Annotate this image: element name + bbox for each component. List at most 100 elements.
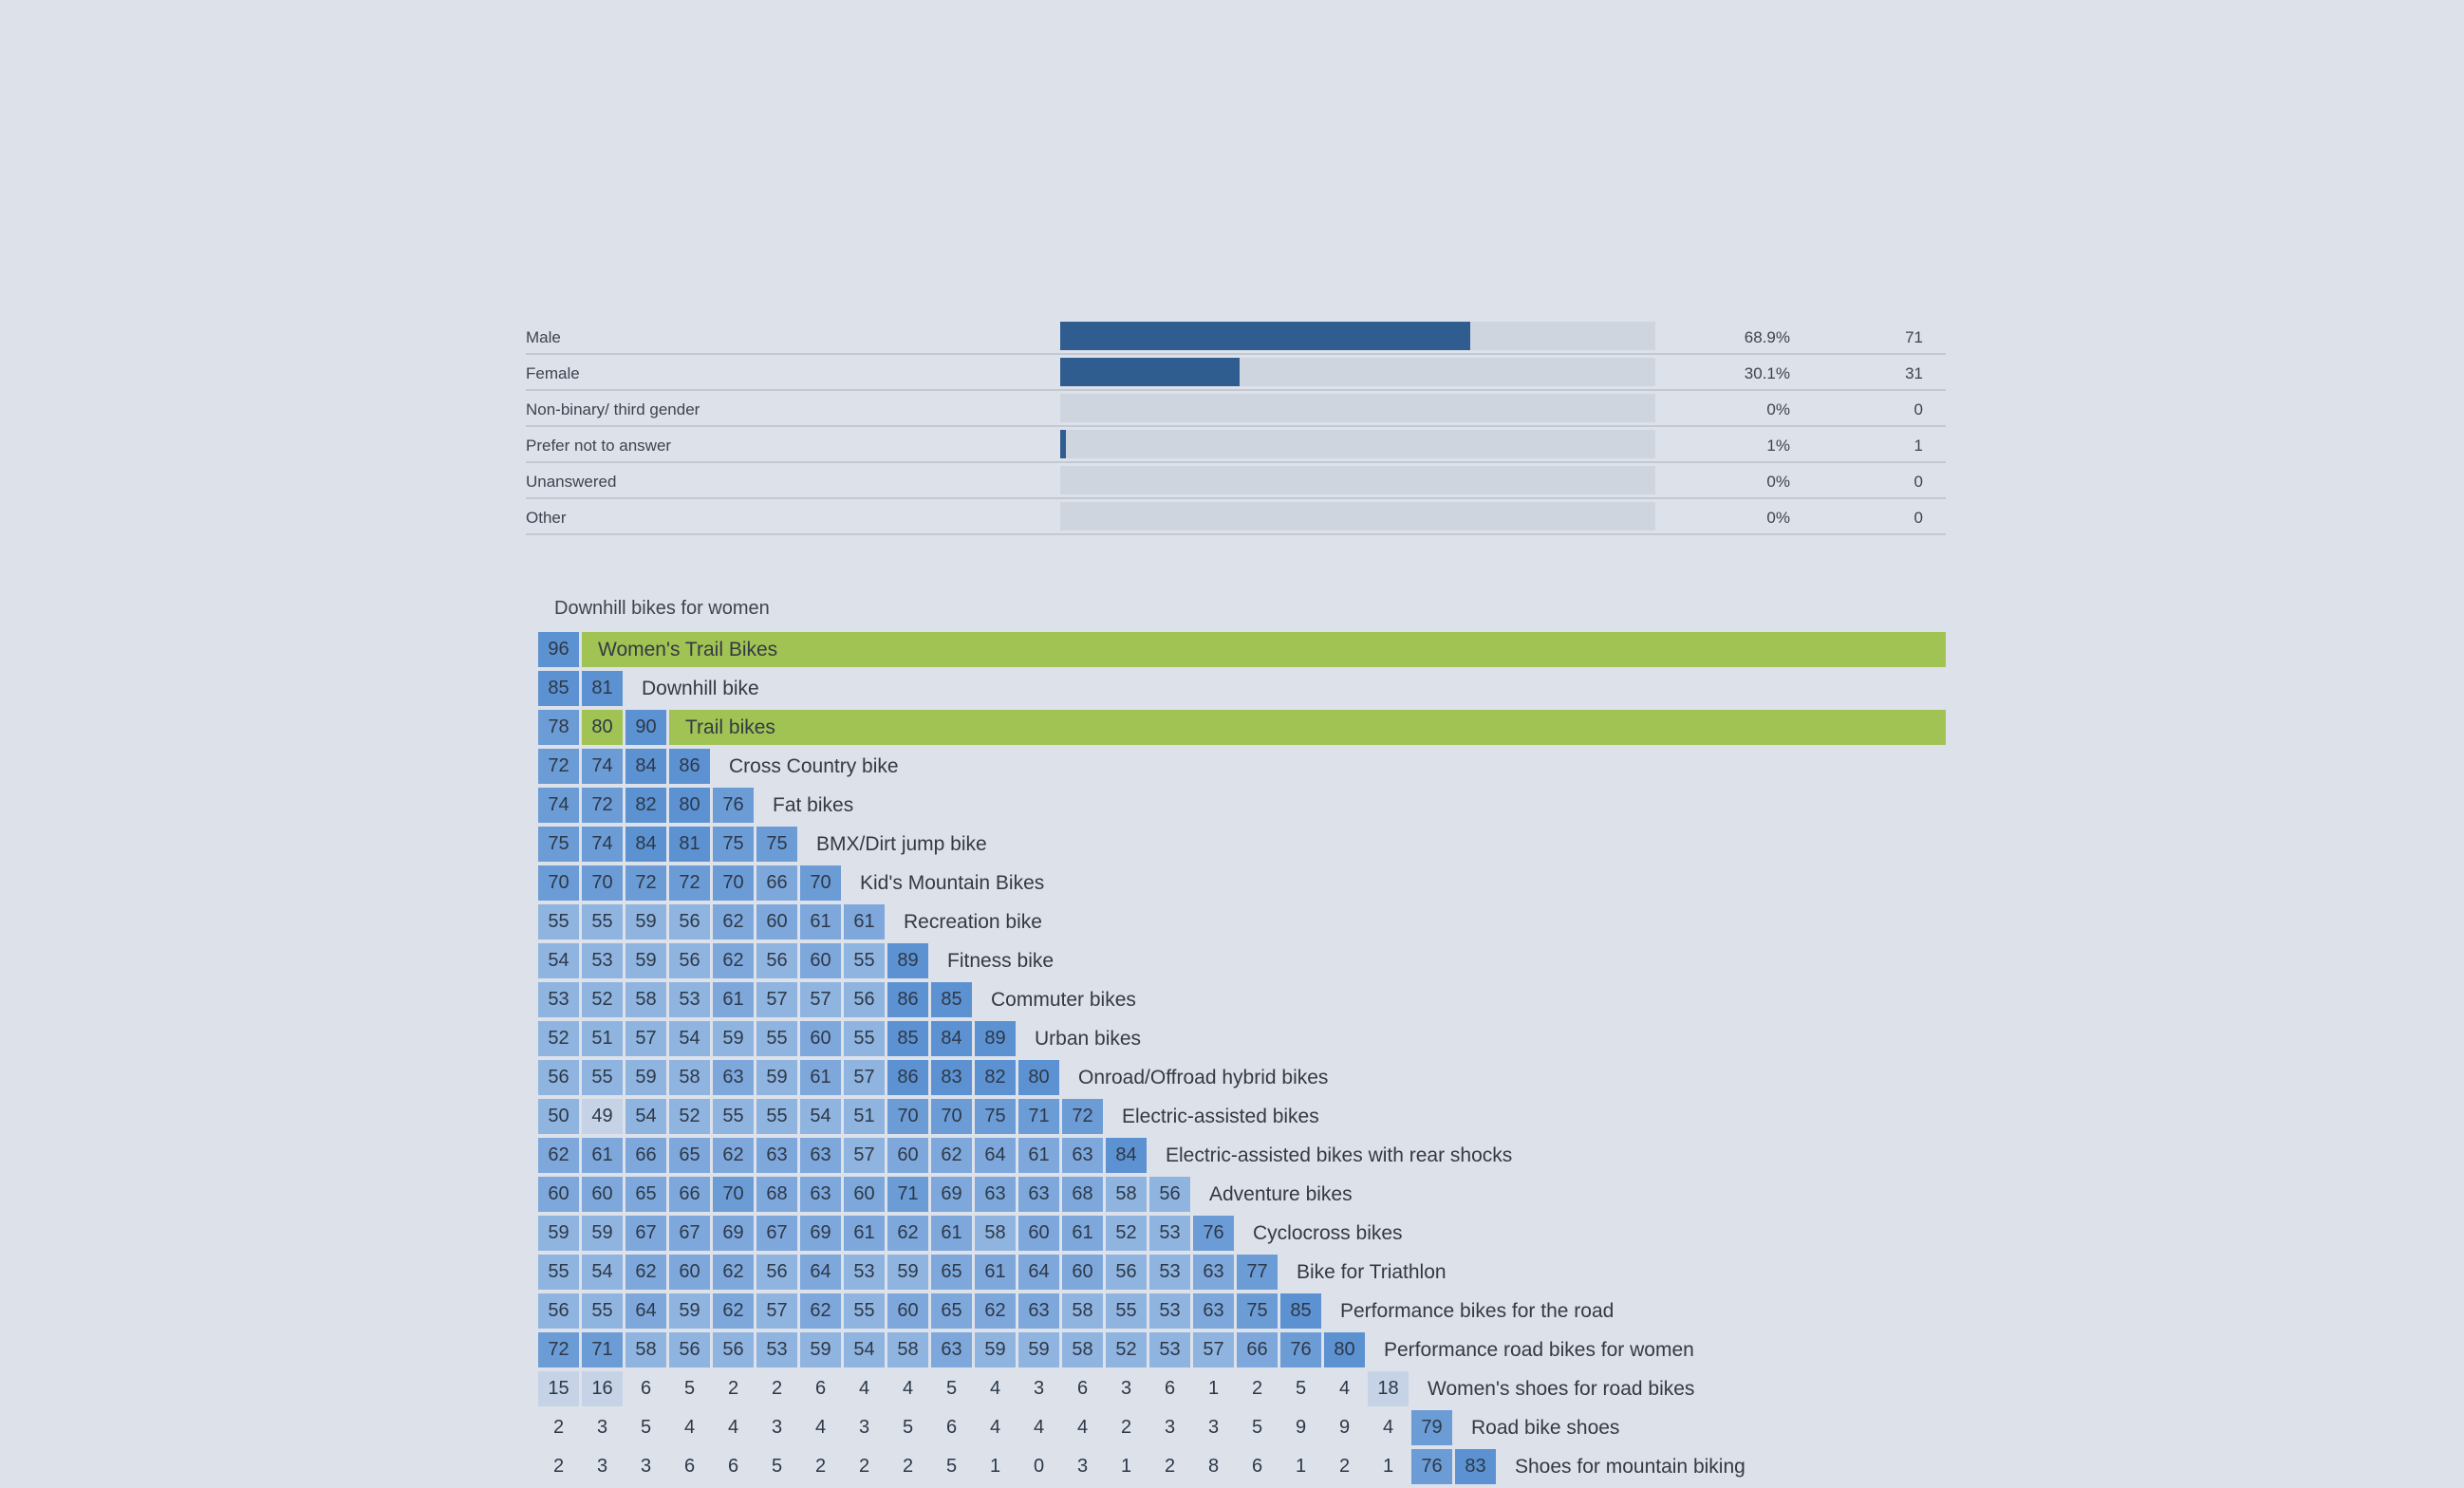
- matrix-cell: 4: [1324, 1371, 1365, 1406]
- matrix-cell: 53: [1149, 1255, 1190, 1290]
- matrix-cell: 53: [756, 1332, 797, 1367]
- matrix-cell: 69: [931, 1177, 972, 1212]
- matrix-cell: 58: [625, 982, 666, 1017]
- matrix-cell: 56: [538, 1293, 579, 1329]
- matrix-cell: 64: [975, 1138, 1016, 1173]
- matrix-cell: 5: [669, 1371, 710, 1406]
- matrix-cell: 62: [713, 1255, 754, 1290]
- gender-row-count: 71: [1905, 328, 1923, 346]
- matrix-cell: 61: [713, 982, 754, 1017]
- matrix-cell: 63: [1193, 1255, 1234, 1290]
- matrix-cell: 53: [669, 982, 710, 1017]
- gender-bar-track: [1060, 430, 1655, 458]
- matrix-cell: 80: [1324, 1332, 1365, 1367]
- matrix-cell: 62: [713, 1293, 754, 1329]
- matrix-cell: 75: [756, 827, 797, 862]
- matrix-cell: 50: [538, 1099, 579, 1134]
- matrix-row-label: Recreation bike: [904, 911, 1042, 933]
- matrix-cell: 62: [800, 1293, 841, 1329]
- matrix-cell: 63: [931, 1332, 972, 1367]
- matrix-cell: 6: [625, 1371, 666, 1406]
- gender-bar-fill: [1060, 322, 1470, 350]
- matrix-cell: 66: [669, 1177, 710, 1212]
- matrix-cell: 71: [1018, 1099, 1059, 1134]
- matrix-cell: 67: [669, 1216, 710, 1251]
- matrix-cell: 59: [1018, 1332, 1059, 1367]
- matrix-cell: 70: [713, 865, 754, 901]
- matrix-cell: 57: [756, 982, 797, 1017]
- matrix-cell: 1: [1193, 1371, 1234, 1406]
- matrix-cell: 60: [669, 1255, 710, 1290]
- matrix-cell: 18: [1368, 1371, 1409, 1406]
- matrix-cell: 63: [1062, 1138, 1103, 1173]
- matrix-cell: 61: [800, 904, 841, 939]
- matrix-cell: 6: [1149, 1371, 1190, 1406]
- matrix-cell: 3: [844, 1410, 885, 1445]
- matrix-cell: 2: [538, 1449, 579, 1484]
- gender-row-percent: 0%: [1766, 509, 1790, 527]
- matrix-cell: 54: [844, 1332, 885, 1367]
- gender-row-label: Unanswered: [526, 473, 617, 491]
- matrix-cell: 70: [931, 1099, 972, 1134]
- matrix-cell: 58: [887, 1332, 928, 1367]
- matrix-cell: 51: [582, 1021, 623, 1056]
- matrix-cell: 62: [538, 1138, 579, 1173]
- gender-row: Male 68.9% 71: [526, 319, 1946, 355]
- matrix-cell: 67: [625, 1216, 666, 1251]
- matrix-row-label: Performance bikes for the road: [1340, 1300, 1615, 1322]
- matrix-cell: 67: [756, 1216, 797, 1251]
- matrix-cell: 56: [844, 982, 885, 1017]
- matrix-cell: 72: [538, 1332, 579, 1367]
- matrix-cell: 76: [1411, 1449, 1452, 1484]
- gender-row-label: Prefer not to answer: [526, 437, 672, 455]
- matrix-row-label: Kid's Mountain Bikes: [860, 872, 1045, 894]
- matrix-cell: 61: [800, 1060, 841, 1095]
- matrix-cell: 59: [756, 1060, 797, 1095]
- matrix-cell: 0: [1018, 1449, 1059, 1484]
- matrix-cell: 3: [1106, 1371, 1147, 1406]
- matrix-row-label: Trail bikes: [685, 716, 775, 738]
- matrix-cell: 3: [1018, 1371, 1059, 1406]
- matrix-cell: 75: [713, 827, 754, 862]
- matrix-cell: 54: [538, 943, 579, 978]
- matrix-cell: 55: [1106, 1293, 1147, 1329]
- matrix-cell: 80: [582, 710, 623, 745]
- matrix-cell: 55: [756, 1021, 797, 1056]
- matrix-cell: 6: [713, 1449, 754, 1484]
- matrix-cell: 60: [887, 1138, 928, 1173]
- matrix-cell: 72: [625, 865, 666, 901]
- matrix-cell: 60: [1018, 1216, 1059, 1251]
- matrix-cell: 64: [800, 1255, 841, 1290]
- matrix-cell: 59: [887, 1255, 928, 1290]
- matrix-cell: 59: [669, 1293, 710, 1329]
- matrix-cell: 4: [1018, 1410, 1059, 1445]
- matrix-cell: 15: [538, 1371, 579, 1406]
- matrix-cell: 54: [800, 1099, 841, 1134]
- gender-row-count: 0: [1913, 473, 1923, 491]
- matrix-cell: 69: [713, 1216, 754, 1251]
- matrix-row-label: Electric-assisted bikes with rear shocks: [1166, 1144, 1513, 1166]
- matrix-cell: 56: [1106, 1255, 1147, 1290]
- matrix-cell: 86: [887, 982, 928, 1017]
- matrix-cell: 74: [582, 827, 623, 862]
- matrix-cell: 56: [669, 943, 710, 978]
- matrix-cell: 2: [800, 1449, 841, 1484]
- gender-row-label: Female: [526, 364, 580, 382]
- matrix-cell: 53: [1149, 1293, 1190, 1329]
- matrix-row-label: Shoes for mountain biking: [1515, 1456, 1745, 1478]
- matrix-cell: 2: [756, 1371, 797, 1406]
- gender-row-percent: 1%: [1766, 437, 1790, 455]
- matrix-cell: 84: [625, 749, 666, 784]
- matrix-row-label: Adventure bikes: [1209, 1183, 1353, 1205]
- gender-row-count: 0: [1913, 509, 1923, 527]
- matrix-cell: 60: [582, 1177, 623, 1212]
- matrix-cell: 2: [887, 1449, 928, 1484]
- matrix-cell: 3: [582, 1410, 623, 1445]
- matrix-cell: 4: [713, 1410, 754, 1445]
- matrix-cell: 3: [1149, 1410, 1190, 1445]
- matrix-row-label: Fat bikes: [773, 794, 854, 816]
- matrix-cell: 59: [800, 1332, 841, 1367]
- matrix-cell: 4: [975, 1371, 1016, 1406]
- matrix-cell: 86: [887, 1060, 928, 1095]
